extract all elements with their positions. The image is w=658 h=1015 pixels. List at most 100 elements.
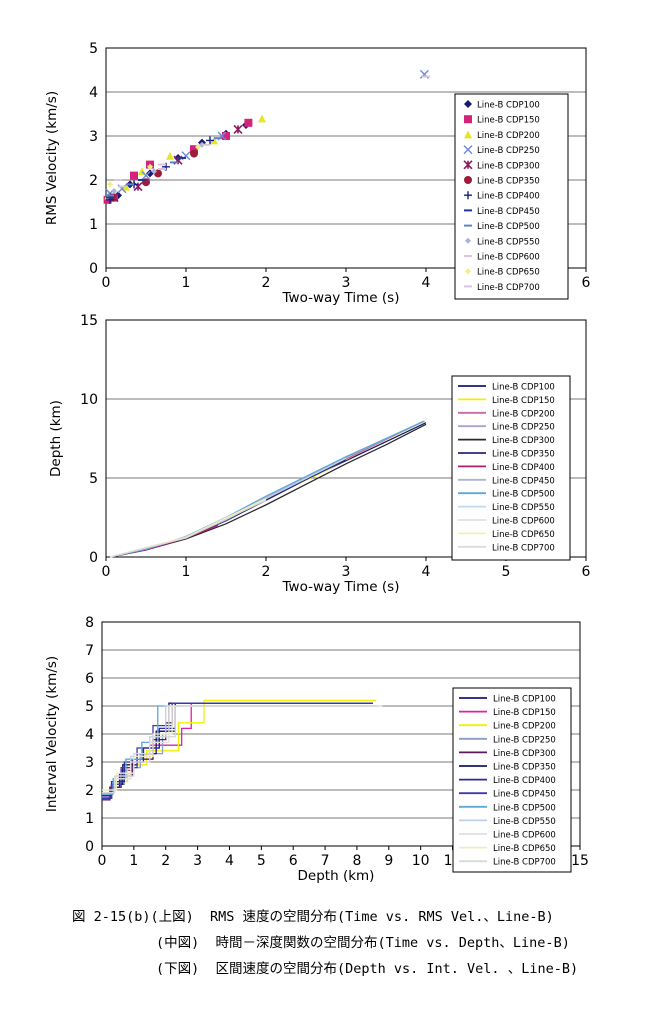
series-11 [109,497,267,558]
data-point [158,163,166,166]
series-line [109,423,427,558]
data-point [141,171,151,181]
x-tick-label: 6 [289,853,298,869]
y-tick-label: 5 [85,699,94,715]
data-point [107,181,113,188]
series-4 [109,423,427,558]
series-8 [106,137,222,197]
series-5 [102,702,373,800]
legend-label: Line-B CDP600 [492,517,555,527]
series-line [109,420,425,558]
legend-label: Line-B CDP400 [477,192,540,202]
y-tick-label: 10 [80,392,98,408]
x-tick-label: 3 [342,564,351,580]
legend-label: Line-B CDP100 [493,695,556,705]
y-tick-label: 3 [85,755,94,771]
legend-label: Line-B CDP650 [493,844,556,854]
y-tick-label: 5 [89,41,98,57]
series-1 [102,702,373,797]
legend-label: Line-B CDP200 [492,409,555,419]
legend: Line-B CDP100 Line-B CDP150 Line-B CDP200 L… [452,687,572,873]
data-point [202,143,210,146]
caption-line-2: (中図) 時間－深度関数の空間分布(Time vs. Depth、Line-B) [156,935,570,951]
legend-label: Line-B CDP400 [493,776,556,786]
series-0 [102,702,373,800]
y-tick-label: 5 [89,471,98,487]
legend-label: Line-B CDP150 [477,116,540,126]
legend-label: Line-B CDP700 [492,543,555,553]
y-tick-label: 4 [89,85,98,101]
data-point [422,75,430,78]
data-point [158,168,166,170]
legend-label: Line-B CDP350 [492,450,555,460]
legend-label: Line-B CDP500 [492,490,555,500]
series-line [102,702,373,800]
x-axis-label: Two-way Time (s) [282,579,400,595]
legend-marker [464,176,472,184]
x-axis-label: Two-way Time (s) [282,290,400,306]
series-2 [102,699,377,794]
data-point [147,163,153,170]
x-tick-label: 5 [502,564,511,580]
y-tick-label: 0 [89,550,98,566]
x-tick-label: 4 [422,275,431,291]
x-tick-label: 2 [262,275,271,291]
legend-marker [463,145,473,155]
figure-caption: 図 2-15(b)(上図) RMS 速度の空間分布(Time vs. RMS V… [72,904,642,982]
legend: Line-B CDP100 Line-B CDP150 Line-B CDP200 L… [454,93,569,300]
x-tick-label: 5 [257,853,266,869]
legend-label: Line-B CDP350 [477,177,540,187]
legend-label: Line-B CDP700 [477,283,540,293]
caption-line-3: (下図) 区間速度の空間分布(Depth vs. Int. Vel. 、Line… [156,961,579,977]
data-point [138,179,146,181]
x-tick-label: 1 [129,853,138,869]
series-line [109,421,423,558]
x-axis-label: Depth (km) [298,868,375,884]
legend-box [454,93,569,300]
series-8 [109,420,425,558]
legend-label: Line-B CDP600 [493,831,556,841]
legend-label: Line-B CDP450 [492,476,555,486]
x-tick-label: 15 [571,853,589,869]
series-11 [107,144,201,188]
x-tick-label: 6 [582,564,591,580]
legend-label: Line-B CDP150 [492,396,555,406]
x-tick-label: 0 [102,564,111,580]
legend-label: Line-B CDP100 [477,101,540,111]
data-point [126,183,134,186]
data-point [166,151,174,160]
y-tick-label: 1 [89,217,98,233]
legend-marker [463,160,473,170]
series-2 [109,421,423,558]
x-tick-label: 3 [342,275,351,291]
series-line [109,457,347,558]
rms-velocity-chart: 0123450123456Two-way Time (s)RMS Velocit… [44,41,591,306]
series-9 [109,457,347,558]
series-12 [109,499,267,558]
legend-label: Line-B CDP300 [493,749,556,759]
legend-label: Line-B CDP350 [493,763,556,773]
x-tick-label: 4 [225,853,234,869]
data-point [114,179,122,181]
legend: Line-B CDP100 Line-B CDP150 Line-B CDP200 L… [451,375,571,561]
legend-marker [464,115,472,124]
series-line [102,705,383,794]
series-line [109,499,267,558]
data-point [106,194,114,197]
x-tick-label: 3 [193,853,202,869]
data-point [190,145,198,154]
y-tick-label: 0 [89,261,98,277]
legend-label: Line-B CDP550 [493,817,556,827]
data-point [190,149,198,158]
legend-label: Line-B CDP500 [493,803,556,813]
series-line [102,702,373,797]
data-point [111,188,117,194]
y-tick-label: 3 [89,129,98,145]
legend-marker [464,209,472,212]
data-point [118,185,126,188]
plot-area [101,621,581,847]
x-tick-label: 8 [352,853,361,869]
data-point [258,114,266,123]
legend-label: Line-B CDP100 [492,383,555,393]
legend-marker [464,191,472,200]
